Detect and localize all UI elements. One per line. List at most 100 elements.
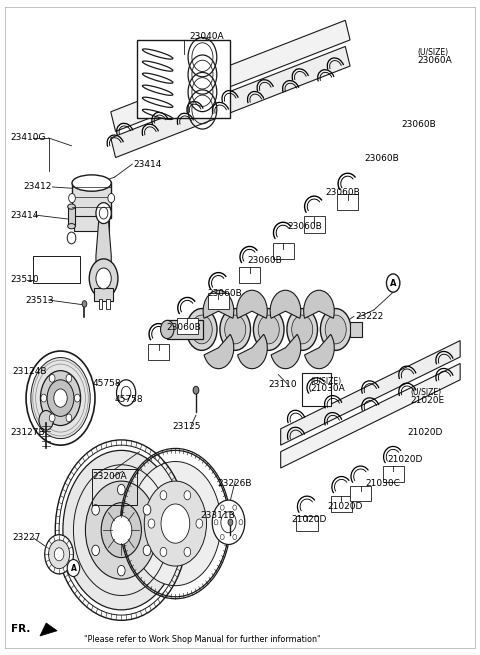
Text: FR.: FR. xyxy=(11,624,31,635)
Text: 23060B: 23060B xyxy=(207,289,242,298)
Text: A: A xyxy=(390,278,396,288)
Circle shape xyxy=(143,504,151,515)
Circle shape xyxy=(118,565,125,576)
Circle shape xyxy=(40,371,81,426)
Circle shape xyxy=(74,394,80,402)
Circle shape xyxy=(69,193,75,202)
Bar xyxy=(177,318,198,334)
Circle shape xyxy=(191,315,212,344)
Wedge shape xyxy=(304,290,334,318)
Text: 23227: 23227 xyxy=(12,533,41,542)
Circle shape xyxy=(220,534,224,540)
Text: 23412: 23412 xyxy=(24,183,52,191)
Text: 23510: 23510 xyxy=(10,275,39,284)
Circle shape xyxy=(26,351,95,445)
Wedge shape xyxy=(204,334,234,369)
Bar xyxy=(137,40,230,119)
Circle shape xyxy=(258,315,279,344)
Circle shape xyxy=(96,202,111,223)
Circle shape xyxy=(144,481,206,566)
Circle shape xyxy=(212,500,245,544)
Bar xyxy=(208,293,229,309)
Text: 23060B: 23060B xyxy=(166,323,201,332)
Text: (U/SIZE): (U/SIZE) xyxy=(410,388,441,398)
Bar xyxy=(74,216,109,231)
Bar xyxy=(92,470,137,505)
Circle shape xyxy=(233,505,237,510)
Text: 21020D: 21020D xyxy=(408,428,443,437)
Circle shape xyxy=(186,309,217,350)
Ellipse shape xyxy=(68,223,75,229)
Bar xyxy=(331,496,352,512)
Text: 21020D: 21020D xyxy=(387,455,423,464)
Circle shape xyxy=(130,462,221,586)
Circle shape xyxy=(325,315,346,344)
Text: 23226B: 23226B xyxy=(217,479,252,487)
Wedge shape xyxy=(305,334,334,369)
Text: 23200A: 23200A xyxy=(93,472,127,481)
Bar xyxy=(107,299,110,309)
Circle shape xyxy=(63,451,180,610)
Circle shape xyxy=(49,375,55,383)
Circle shape xyxy=(48,540,70,569)
Circle shape xyxy=(96,268,111,289)
Text: 23414: 23414 xyxy=(10,210,39,219)
Circle shape xyxy=(92,545,99,555)
Circle shape xyxy=(160,491,167,500)
Text: 21020E: 21020E xyxy=(410,396,444,405)
Circle shape xyxy=(184,491,191,500)
Bar xyxy=(304,216,324,233)
Circle shape xyxy=(101,502,142,557)
Circle shape xyxy=(184,548,191,557)
Wedge shape xyxy=(237,290,267,318)
Circle shape xyxy=(228,519,233,525)
Wedge shape xyxy=(271,334,301,369)
Text: 23060B: 23060B xyxy=(248,256,282,265)
Circle shape xyxy=(386,274,400,292)
Bar xyxy=(350,485,371,501)
Text: 23513: 23513 xyxy=(25,295,54,305)
Circle shape xyxy=(67,559,80,576)
Bar xyxy=(167,320,203,339)
Bar xyxy=(337,193,358,210)
Circle shape xyxy=(253,309,284,350)
Text: 23125: 23125 xyxy=(172,422,201,432)
Text: 23410G: 23410G xyxy=(10,134,46,142)
Circle shape xyxy=(118,484,125,495)
Circle shape xyxy=(221,512,236,533)
Circle shape xyxy=(233,534,237,540)
Text: (U/SIZE): (U/SIZE) xyxy=(417,48,448,58)
Polygon shape xyxy=(111,47,350,158)
Text: 21020D: 21020D xyxy=(327,502,362,511)
Circle shape xyxy=(148,519,155,528)
Text: 23414: 23414 xyxy=(134,160,162,168)
Text: 45758: 45758 xyxy=(93,379,121,388)
Circle shape xyxy=(47,380,74,417)
Text: 23060A: 23060A xyxy=(417,56,452,66)
Text: "Please refer to Work Shop Manual for further information": "Please refer to Work Shop Manual for fu… xyxy=(84,635,321,645)
Bar xyxy=(94,288,113,301)
Polygon shape xyxy=(111,20,350,132)
Circle shape xyxy=(160,548,167,557)
Text: 23110: 23110 xyxy=(269,380,297,389)
Circle shape xyxy=(111,515,132,544)
Circle shape xyxy=(121,386,131,400)
Bar xyxy=(148,344,169,360)
Text: 45758: 45758 xyxy=(115,395,143,404)
Circle shape xyxy=(66,375,72,383)
Circle shape xyxy=(45,534,73,574)
Circle shape xyxy=(39,411,53,430)
Circle shape xyxy=(292,315,313,344)
Wedge shape xyxy=(270,290,301,318)
Circle shape xyxy=(54,389,67,407)
Circle shape xyxy=(225,315,246,344)
Circle shape xyxy=(196,519,203,528)
Bar xyxy=(239,267,260,283)
Text: 23124B: 23124B xyxy=(12,367,47,377)
Circle shape xyxy=(193,386,199,394)
Circle shape xyxy=(239,519,243,525)
Circle shape xyxy=(321,309,351,350)
Text: 23127B: 23127B xyxy=(10,428,45,437)
Text: 23222: 23222 xyxy=(355,312,383,321)
Text: (U/SIZE): (U/SIZE) xyxy=(311,377,342,386)
